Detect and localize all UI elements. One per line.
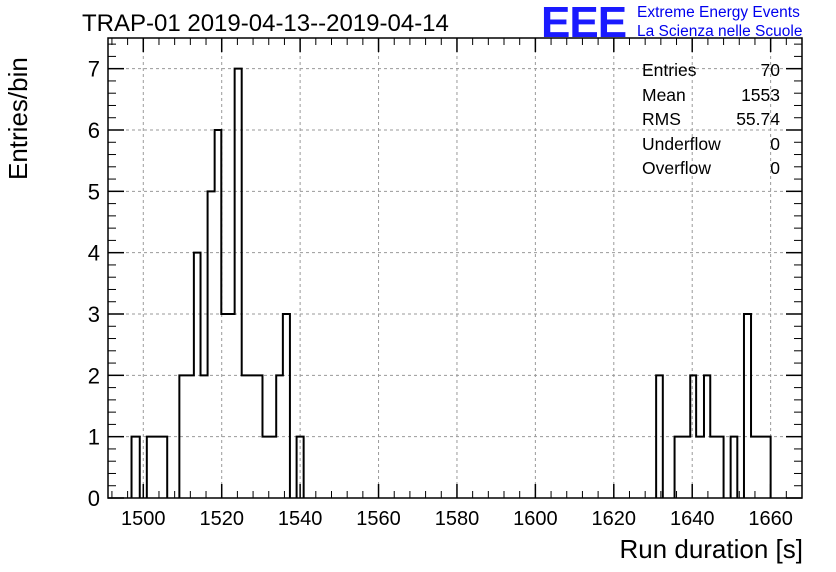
stat-label: Entries [642, 60, 697, 80]
eee-logo-text: Extreme Energy Events La Scienza nelle S… [637, 3, 802, 41]
stat-row-overflow: Overflow 0 [642, 156, 780, 181]
y-tick-label: 3 [88, 302, 100, 327]
histogram-bin [235, 69, 242, 498]
x-tick-label: 1520 [199, 508, 244, 530]
histogram-bin [221, 314, 234, 498]
histogram-bin [744, 314, 751, 498]
histogram-bin [751, 437, 771, 498]
stat-label: RMS [642, 109, 681, 129]
stat-row-entries: Entries 70 [642, 58, 780, 83]
histogram-bin [208, 191, 215, 498]
histogram-layer [130, 67, 772, 498]
x-tick-label: 1560 [356, 508, 401, 530]
x-tick-label: 1580 [435, 508, 480, 530]
x-tick-label: 1620 [592, 508, 637, 530]
y-axis-label: Entries/bin [3, 57, 33, 180]
histogram-outline [130, 67, 772, 498]
histogram-bin [242, 375, 263, 498]
histogram-bin [132, 437, 140, 498]
histogram-bin [262, 437, 276, 498]
x-tick-label: 1660 [748, 508, 793, 530]
y-tick-label: 7 [88, 57, 100, 82]
y-tick-label: 5 [88, 179, 100, 204]
histogram-bin [696, 437, 704, 498]
tick-layer [108, 38, 803, 499]
x-tick-label: 1540 [278, 508, 323, 530]
stat-row-underflow: Underflow 0 [642, 132, 780, 157]
histogram-bin [710, 437, 723, 498]
logo-line-1: Extreme Energy Events [637, 4, 800, 21]
stat-label: Overflow [642, 158, 712, 178]
eee-logo-mark: EEE [541, 0, 627, 47]
stat-row-rms: RMS 55.74 [642, 107, 780, 132]
logo-line-2: La Scienza nelle Scuole [637, 23, 803, 40]
histogram-bin [675, 437, 691, 498]
y-tick-label: 2 [88, 363, 100, 388]
y-tick-label: 1 [88, 425, 100, 450]
stat-row-mean: Mean 1553 [642, 83, 780, 108]
stats-box: Entries 70 Mean 1553 RMS 55.74 Underflow… [642, 58, 780, 181]
x-tick-label: 1500 [121, 508, 166, 530]
tick-label-layer: 1500 1520 1540 1560 1580 1600 1620 1640 1660 0 1 2 3… [88, 57, 793, 530]
stat-value: 1553 [741, 84, 780, 105]
x-axis-label: Run duration [s] [619, 534, 803, 564]
stat-value: 0 [770, 133, 780, 154]
histogram-bin [283, 314, 290, 498]
stat-label: Underflow [642, 133, 721, 154]
plot-title: TRAP-01 2019-04-13--2019-04-14 [82, 10, 449, 37]
y-tick-label: 4 [88, 241, 100, 266]
y-tick-label: 0 [88, 486, 100, 511]
histogram-bin [179, 375, 194, 498]
stat-value: 70 [760, 60, 780, 80]
x-tick-label: 1640 [670, 508, 715, 530]
stat-value: 0 [770, 158, 780, 178]
y-tick-label: 6 [88, 118, 100, 143]
x-tick-label: 1600 [513, 508, 558, 530]
histogram-bin [656, 375, 663, 498]
stat-value: 55.74 [736, 109, 780, 129]
histogram-bin [147, 437, 167, 498]
histogram-bin [201, 375, 208, 498]
plot-frame [107, 37, 803, 499]
stat-label: Mean [642, 84, 686, 105]
